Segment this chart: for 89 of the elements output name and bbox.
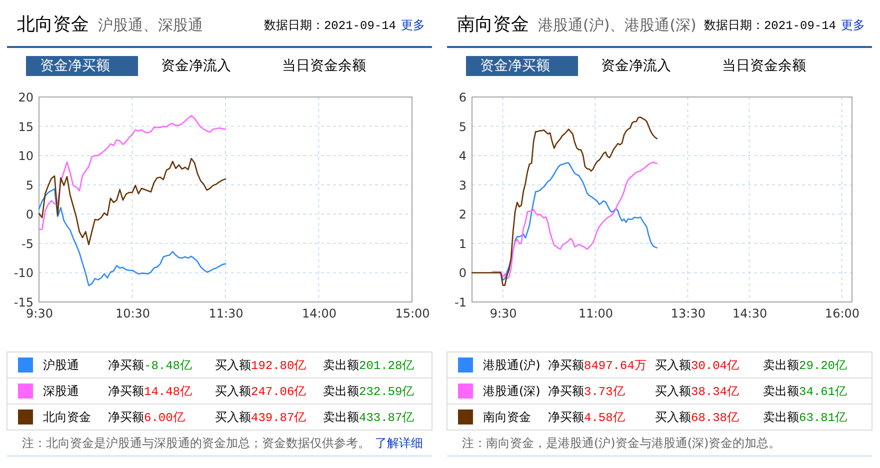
text: 68.38亿: [691, 411, 740, 425]
line-series: [38, 188, 226, 286]
text: 净买额: [548, 384, 584, 398]
text: 数据日期：2021-09-14: [264, 19, 396, 33]
x-tick-label: 9:30: [26, 306, 53, 320]
text: 3.73亿: [584, 385, 625, 399]
text: 14.48亿: [144, 385, 192, 399]
line-series: [471, 116, 658, 286]
x-tick-label: 15:00: [395, 306, 430, 320]
x-tick-label: 14:30: [732, 306, 768, 320]
x-tick-label: 10:30: [115, 306, 150, 320]
text: 净买额: [548, 358, 584, 372]
text: 注：北向资金是沪股通与深股通的资金加总；资金数据仅供参考。: [22, 436, 370, 450]
text: 卖出额: [323, 410, 359, 424]
text: 卖出额: [323, 384, 359, 398]
y-tick-label: 10: [18, 149, 34, 164]
y-tick-label: -15: [14, 296, 34, 310]
y-tick-label: 5: [458, 120, 466, 134]
chart-subtitle: 沪股通、深股通: [98, 16, 203, 34]
text: 买入额: [215, 384, 251, 398]
text: 卖出额: [763, 358, 799, 372]
text: 了解详细: [375, 436, 423, 450]
text: 4.58亿: [584, 411, 625, 425]
legend-label: 深股通: [43, 384, 79, 398]
x-tick-label: 13:30: [670, 306, 706, 320]
text: 433.87亿: [359, 411, 414, 425]
text: 净买额: [548, 410, 584, 424]
text: -8.48亿: [144, 359, 192, 373]
chart-title: 南向资金: [457, 14, 529, 35]
text: 资金净买额: [40, 58, 110, 74]
legend-label: 南向资金: [483, 410, 531, 424]
text: 卖出额: [763, 384, 799, 398]
y-tick-label: -10: [14, 266, 34, 280]
y-tick-label: 20: [18, 90, 34, 104]
y-tick-label: 0: [458, 266, 466, 280]
text: 当日资金余额: [282, 58, 366, 74]
x-tick-label: 11:00: [578, 306, 614, 320]
text: 买入额: [215, 410, 251, 424]
text: 30.04亿: [691, 359, 740, 373]
text: 卖出额: [323, 358, 359, 372]
line-series: [38, 158, 226, 246]
text: 买入额: [215, 358, 251, 372]
text: 买入额: [655, 358, 691, 372]
legend-label: 港股通(深): [483, 384, 540, 398]
x-tick-label: 11:30: [208, 306, 244, 320]
text: 净买额: [108, 358, 144, 372]
text: 资金净买额: [480, 58, 550, 74]
text: 34.61亿: [799, 385, 848, 399]
text: 净买额: [108, 410, 144, 424]
y-tick-label: 5: [26, 178, 34, 192]
y-tick-label: 6: [458, 90, 466, 104]
legend-label: 沪股通: [43, 358, 79, 372]
text: 注：南向资金，是港股通(沪)资金与港股通(深)资金的加总。: [462, 436, 781, 450]
legend-label: 港股通(沪): [483, 358, 540, 372]
x-tick-label: 14:00: [302, 306, 337, 320]
text: 439.87亿: [251, 411, 306, 425]
y-tick-label: 1: [458, 236, 466, 251]
text: 38.34亿: [691, 385, 740, 399]
chart-title: 北向资金: [17, 14, 89, 35]
text: 232.59亿: [359, 385, 414, 399]
text: 更多: [841, 18, 865, 32]
text: 资金净流入: [601, 58, 671, 74]
y-tick-label: -1: [454, 296, 466, 310]
y-tick-label: 15: [18, 120, 34, 134]
chart-subtitle: 港股通(沪)、港股通(深): [538, 16, 696, 34]
text: 买入额: [655, 384, 691, 398]
line-series: [38, 115, 226, 230]
text: 247.06亿: [251, 385, 306, 399]
y-tick-label: 3: [458, 178, 466, 192]
x-tick-label: 9:30: [490, 306, 517, 320]
text: 201.28亿: [359, 359, 414, 373]
y-tick-label: -5: [22, 236, 34, 251]
y-tick-label: 4: [458, 149, 466, 164]
text: 当日资金余额: [722, 58, 806, 74]
text: 192.80亿: [251, 359, 306, 373]
text: 29.20亿: [799, 359, 848, 373]
x-tick-label: 16:00: [824, 306, 860, 320]
text: 更多: [401, 18, 425, 32]
text: 63.81亿: [799, 411, 848, 425]
y-tick-label: 0: [26, 208, 34, 222]
text: 资金净流入: [161, 58, 231, 74]
text: 买入额: [655, 410, 691, 424]
text: 6.00亿: [144, 411, 185, 425]
text: 8497.64万: [584, 359, 646, 373]
y-tick-label: 2: [458, 208, 466, 222]
text: 卖出额: [763, 410, 799, 424]
text: 净买额: [108, 384, 144, 398]
legend-label: 北向资金: [43, 410, 91, 424]
text: 数据日期：2021-09-14: [704, 19, 836, 33]
